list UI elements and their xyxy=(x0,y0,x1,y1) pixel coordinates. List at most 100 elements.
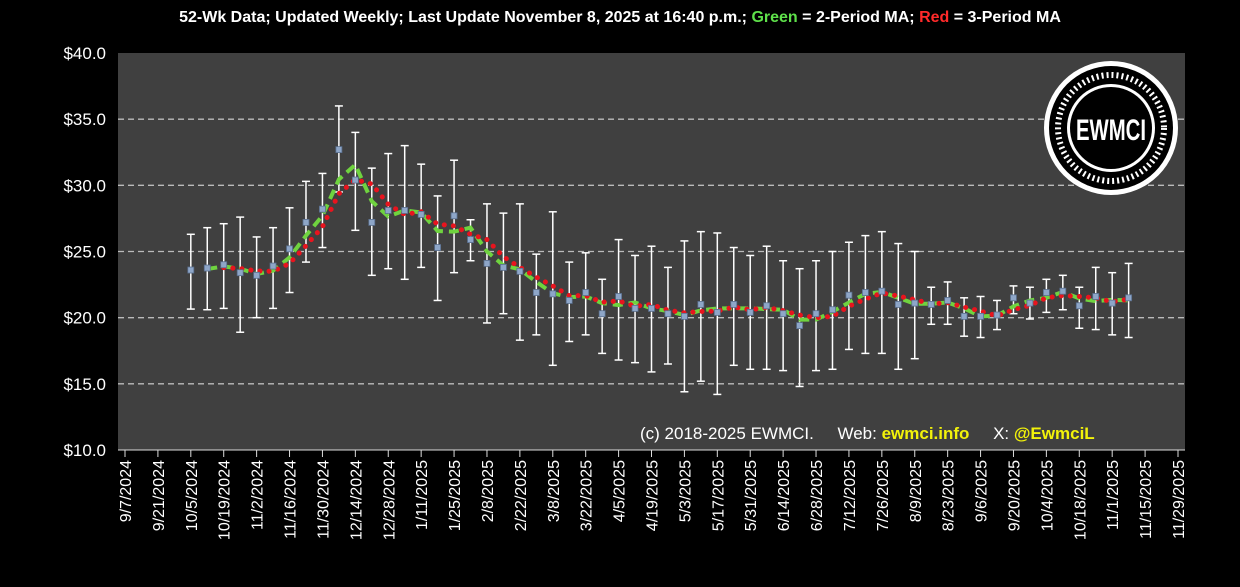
data-point xyxy=(861,289,869,296)
data-point xyxy=(960,312,968,320)
data-point xyxy=(1026,299,1034,307)
x-tick-label: 4/5/2025 xyxy=(612,460,629,522)
x-tick-label: 1/11/2025 xyxy=(414,460,431,530)
data-point xyxy=(796,322,803,330)
data-point xyxy=(878,287,886,295)
x-tick-label: 10/19/2024 xyxy=(217,460,234,540)
data-point xyxy=(894,301,902,308)
data-point xyxy=(1108,299,1116,307)
data-point xyxy=(236,269,244,277)
data-point xyxy=(746,308,754,316)
y-tick-label: $35.0 xyxy=(63,110,106,129)
x-tick-label: 9/21/2024 xyxy=(151,460,168,531)
x-tick-label: 12/28/2024 xyxy=(381,460,398,540)
data-point xyxy=(648,305,655,312)
x-tick-label: 11/15/2025 xyxy=(1138,460,1155,539)
y-tick-label: $10.0 xyxy=(63,441,106,460)
data-point xyxy=(697,301,705,308)
data-point xyxy=(483,260,491,267)
x-tick-label: 9/7/2024 xyxy=(118,460,135,522)
data-point xyxy=(681,312,688,320)
data-point xyxy=(845,291,853,299)
data-point xyxy=(269,262,277,270)
footer-credits: (c) 2018-2025 EWMCI. Web: ewmci.info X: … xyxy=(640,424,1095,444)
data-point xyxy=(351,176,359,184)
legend-red-desc: = 3-Period MA xyxy=(949,9,1061,26)
data-point xyxy=(286,245,293,253)
data-point xyxy=(532,289,540,296)
data-point xyxy=(549,290,557,298)
data-point xyxy=(829,306,836,314)
data-point xyxy=(779,310,787,318)
x-tick-label: 5/17/2025 xyxy=(710,460,727,531)
x-tick-label: 11/1/2025 xyxy=(1105,460,1122,530)
data-point xyxy=(500,263,507,271)
data-point xyxy=(944,297,952,304)
y-tick-label: $15.0 xyxy=(63,375,106,394)
data-point xyxy=(812,310,820,318)
x-tick-label: 3/8/2025 xyxy=(546,460,563,522)
data-point xyxy=(927,301,935,308)
copyright-text: (c) 2018-2025 EWMCI. xyxy=(640,424,814,443)
data-point xyxy=(1042,289,1050,296)
data-point xyxy=(664,310,672,318)
data-point xyxy=(319,205,326,213)
data-point xyxy=(565,297,573,304)
data-point xyxy=(1010,294,1017,302)
data-point xyxy=(302,218,310,226)
x-tick-label: 7/26/2025 xyxy=(875,460,892,531)
y-tick-label: $25.0 xyxy=(63,243,106,262)
data-point xyxy=(993,311,1001,319)
ma-3-period-line xyxy=(221,176,1132,321)
x-tick-label: 11/16/2024 xyxy=(283,460,300,539)
x-tick-label: 9/20/2025 xyxy=(1006,460,1023,531)
x-label: X: xyxy=(993,424,1010,443)
y-tick-label: $30.0 xyxy=(63,176,106,195)
x-tick-label: 6/28/2025 xyxy=(809,460,826,531)
x-tick-label: 3/22/2025 xyxy=(579,460,596,531)
data-point xyxy=(467,236,474,243)
x-tick-label: 11/30/2024 xyxy=(315,460,332,539)
x-tick-label: 11/29/2025 xyxy=(1171,460,1188,539)
data-point xyxy=(220,261,228,269)
x-tick-label: 2/22/2025 xyxy=(513,460,530,531)
data-point xyxy=(417,211,425,218)
data-point xyxy=(1125,294,1133,302)
x-tick-label: 5/31/2025 xyxy=(743,460,760,531)
x-tick-label: 8/9/2025 xyxy=(908,460,925,522)
data-point xyxy=(384,207,392,214)
logo-ring-lettering-mark xyxy=(1055,72,1167,184)
y-tick-label: $20.0 xyxy=(63,309,106,328)
data-point xyxy=(1059,287,1067,295)
x-tick-label: 10/4/2025 xyxy=(1039,460,1056,531)
web-link[interactable]: ewmci.info xyxy=(881,424,970,443)
data-point xyxy=(1075,302,1083,310)
x-tick-label: 11/2/2024 xyxy=(250,460,267,530)
data-point xyxy=(1092,293,1100,300)
data-point xyxy=(401,207,409,214)
legend-green-desc: = 2-Period MA; xyxy=(797,9,920,26)
x-handle-link[interactable]: @EwmciL xyxy=(1013,424,1095,443)
x-tick-label: 8/23/2025 xyxy=(941,460,958,531)
ewmci-logo: EWMCI xyxy=(1044,61,1178,195)
x-tick-label: 7/12/2025 xyxy=(842,460,859,531)
data-point xyxy=(598,310,606,318)
data-point xyxy=(368,218,376,226)
legend-green-label: Green xyxy=(751,9,798,26)
x-tick-label: 9/6/2025 xyxy=(974,460,991,522)
data-point xyxy=(335,146,343,154)
data-point xyxy=(631,305,639,312)
data-point xyxy=(977,312,984,320)
x-tick-label: 6/14/2025 xyxy=(776,460,793,531)
chart-title: 52-Wk Data; Updated Weekly; Last Update … xyxy=(0,8,1240,28)
x-tick-label: 4/19/2025 xyxy=(645,460,662,531)
logo-wordmark: EWMCI xyxy=(1076,114,1146,147)
data-point xyxy=(203,264,211,272)
web-label: Web: xyxy=(837,424,877,443)
x-tick-label: 5/3/2025 xyxy=(677,460,694,522)
x-tick-label: 10/5/2024 xyxy=(184,460,201,531)
data-point xyxy=(187,266,195,274)
data-point xyxy=(582,289,590,296)
x-tick-label: 1/25/2025 xyxy=(447,460,464,531)
data-point xyxy=(911,299,919,307)
